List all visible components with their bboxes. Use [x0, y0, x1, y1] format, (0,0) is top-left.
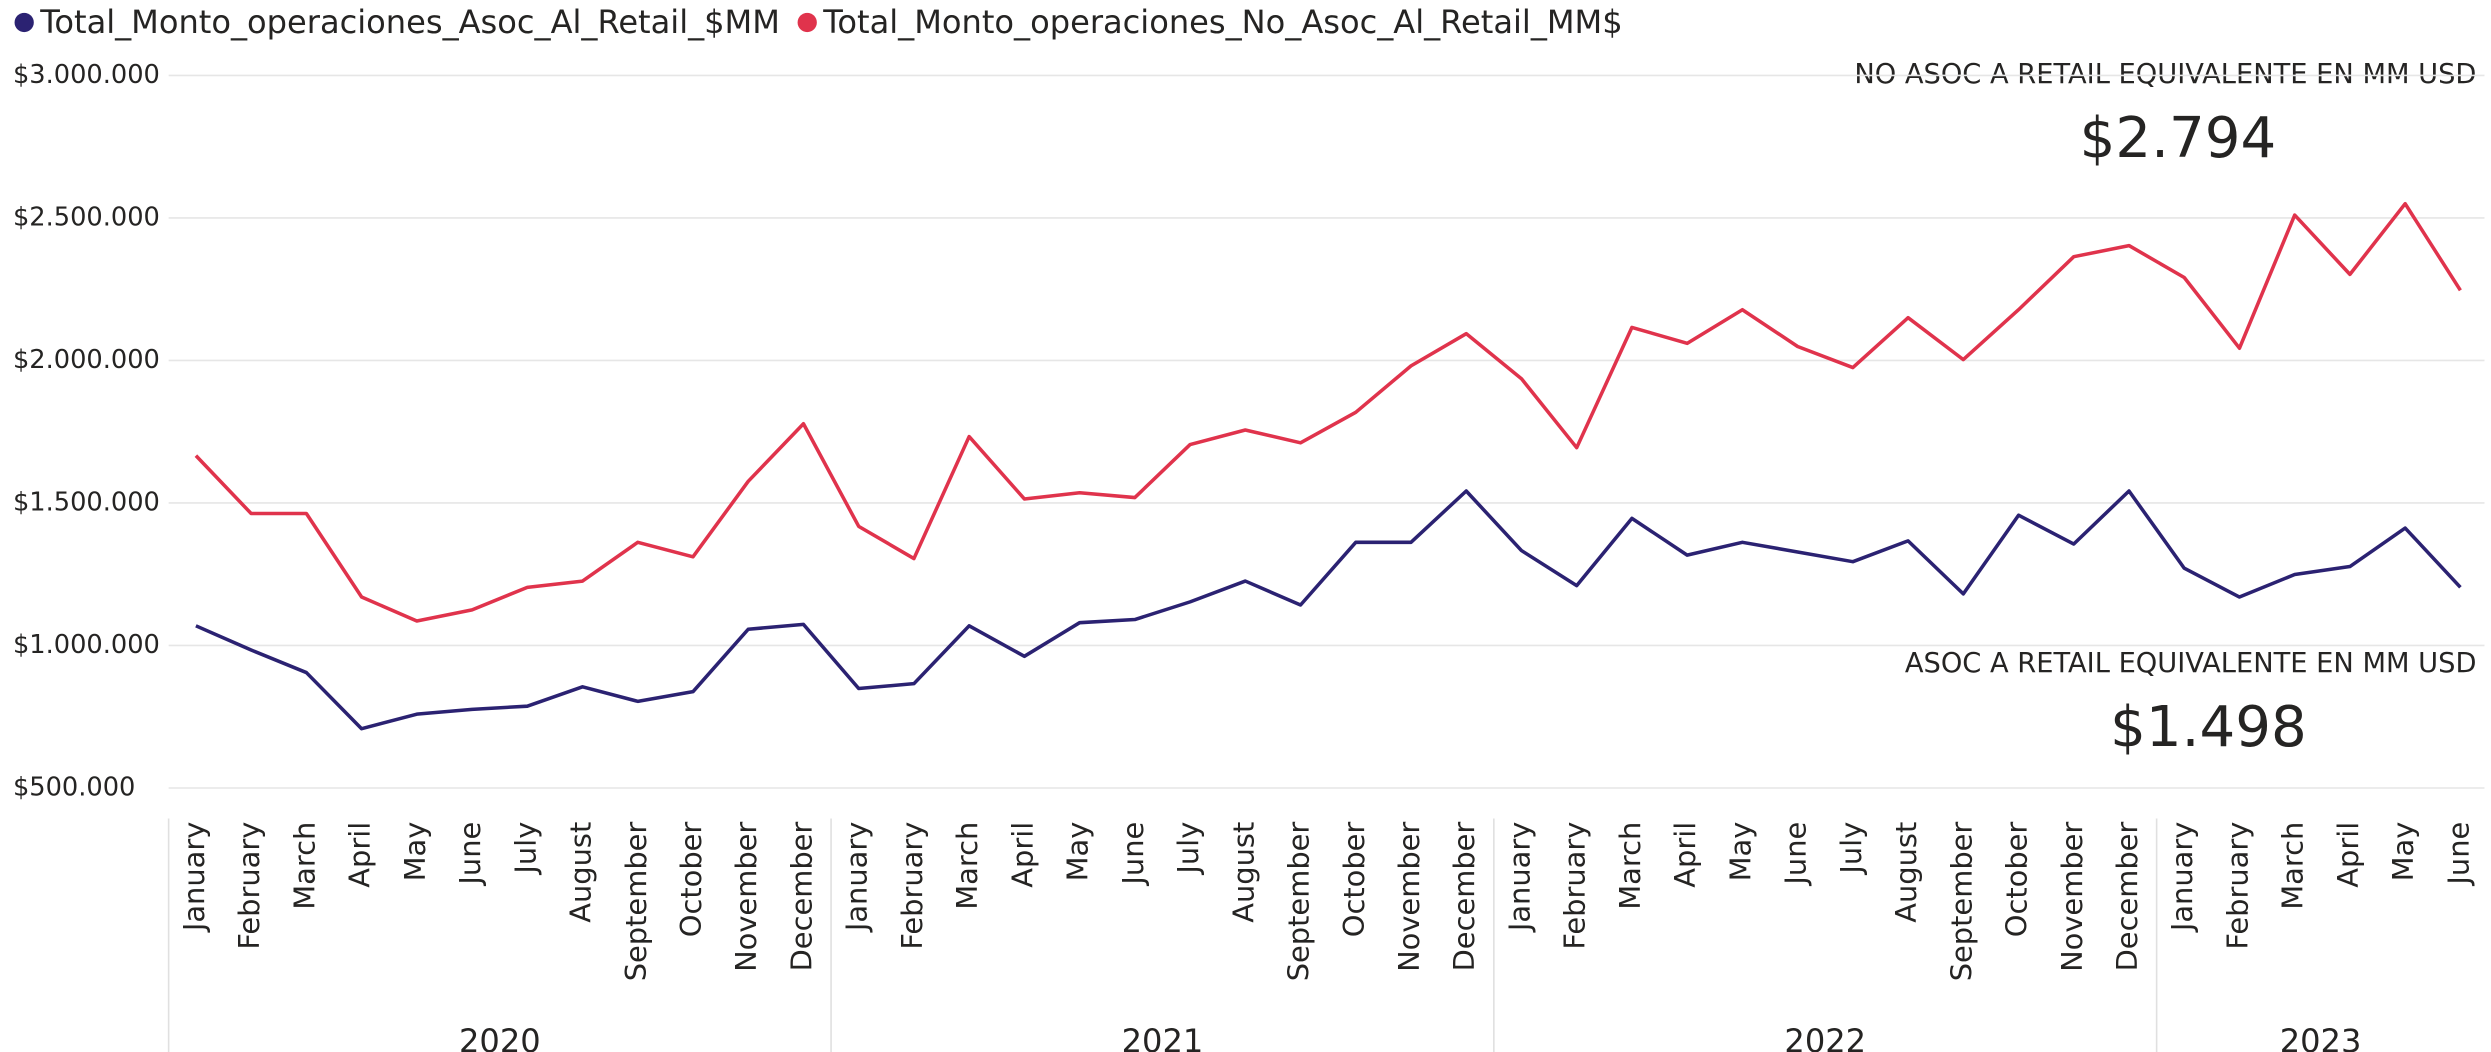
legend-label: Total_Monto_operaciones_Asoc_Al_Retail_$… — [39, 3, 780, 41]
x-tick-label: July — [508, 822, 542, 876]
x-tick-label: August — [564, 822, 598, 923]
y-tick-label: $3.000.000 — [13, 60, 160, 90]
x-tick-label: May — [2386, 822, 2420, 882]
y-tick-label: $1.000.000 — [13, 630, 160, 660]
legend-label: Total_Monto_operaciones_No_Asoc_Al_Retai… — [822, 3, 1622, 41]
x-tick-label: December — [1447, 822, 1481, 972]
year-label: 2020 — [459, 1022, 541, 1052]
legend-marker — [797, 12, 817, 33]
x-tick-label: November — [2055, 822, 2089, 972]
x-tick-label: April — [2331, 822, 2365, 888]
kpi-value: $2.794 — [2080, 106, 2277, 171]
year-label: 2023 — [2280, 1022, 2362, 1052]
x-tick-label: April — [1668, 822, 1702, 888]
x-tick-label: January — [840, 822, 874, 933]
x-tick-label: January — [1502, 822, 1536, 933]
x-tick-label: March — [950, 822, 984, 910]
x-tick-label: June — [2441, 822, 2475, 887]
x-tick-label: October — [674, 822, 708, 938]
x-tick-label: November — [729, 822, 763, 972]
x-tick-label: February — [2220, 822, 2254, 950]
x-tick-label: December — [2110, 822, 2144, 972]
x-tick-label: September — [619, 822, 653, 982]
y-tick-label: $1.500.000 — [13, 487, 160, 517]
x-tick-label: December — [784, 822, 818, 972]
x-tick-label: June — [1116, 822, 1150, 887]
x-tick-label: June — [453, 822, 487, 887]
x-tick-label: October — [1337, 822, 1371, 938]
kpi-label: ASOC A RETAIL EQUIVALENTE EN MM USD — [1905, 648, 2477, 679]
x-tick-label: May — [1061, 822, 1095, 882]
series-line — [195, 489, 2462, 731]
x-tick-label: January — [177, 822, 211, 933]
y-tick-label: $2.000.000 — [13, 345, 160, 375]
x-tick-label: April — [343, 822, 377, 888]
x-tick-label: November — [1392, 822, 1426, 972]
x-tick-label: September — [1282, 822, 1316, 982]
x-tick-label: March — [2276, 822, 2310, 910]
x-tick-label: July — [1834, 822, 1868, 876]
y-tick-label: $500.000 — [13, 772, 135, 802]
x-tick-label: January — [2165, 822, 2199, 933]
x-tick-label: February — [895, 822, 929, 950]
x-tick-label: June — [1779, 822, 1813, 887]
x-tick-label: September — [1944, 822, 1978, 982]
x-tick-label: March — [1613, 822, 1647, 910]
series-line — [194, 201, 2462, 623]
x-tick-label: May — [398, 822, 432, 882]
x-tick-label: February — [232, 822, 266, 950]
y-tick-label: $2.500.000 — [13, 202, 160, 232]
x-tick-label: July — [1171, 822, 1205, 876]
year-label: 2022 — [1784, 1022, 1866, 1052]
x-tick-label: March — [287, 822, 321, 910]
legend-marker — [14, 12, 34, 33]
kpi-label: NO ASOC A RETAIL EQUIVALENTE EN MM USD — [1854, 59, 2476, 90]
x-tick-label: April — [1005, 822, 1039, 888]
x-tick-label: August — [1889, 822, 1923, 923]
x-tick-label: February — [1558, 822, 1592, 950]
x-tick-label: October — [2000, 822, 2034, 938]
x-tick-label: August — [1226, 822, 1260, 923]
year-label: 2021 — [1122, 1022, 1204, 1052]
kpi-value: $1.498 — [2110, 695, 2307, 760]
x-tick-label: May — [1723, 822, 1757, 882]
